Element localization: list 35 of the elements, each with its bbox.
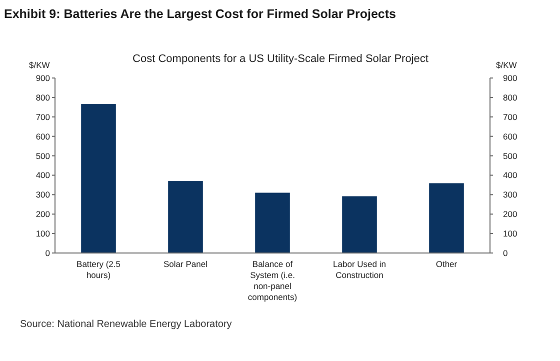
y-tick-label: 200: [36, 209, 50, 220]
chart-title: Exhibit 9: Batteries Are the Largest Cost for Firmed Solar Projects: [4, 7, 396, 21]
x-tick-label: Other: [436, 259, 458, 269]
y-axis-title: $/KW: [29, 60, 50, 70]
x-tick-label: Battery (2.5 hours): [76, 259, 121, 280]
source-note: Source: National Renewable Energy Laboratory: [20, 319, 232, 330]
chart-subtitle: Cost Components for a US Utility-Scale Firmed Solar Project: [132, 53, 428, 65]
y-tick-label: 400: [36, 170, 50, 180]
y2-tick-label: 200: [503, 209, 518, 220]
y2-tick-label: 700: [503, 112, 518, 122]
y2-tick-label: 300: [503, 190, 518, 200]
bar: [429, 183, 464, 253]
y2-axis-title: $/KW: [496, 60, 517, 70]
y-tick-label: 600: [36, 131, 50, 142]
y-tick-label: 0: [45, 248, 50, 258]
bar: [342, 196, 377, 253]
bar: [255, 192, 290, 253]
y2-tick-label: 800: [503, 92, 518, 102]
y2-tick-label: 100: [503, 228, 518, 239]
y2-tick-label: 900: [503, 72, 518, 83]
y2-tick-label: 600: [503, 131, 518, 142]
y2-tick-label: 500: [503, 150, 518, 161]
y2-tick-label: 400: [503, 170, 518, 180]
y-tick-label: 300: [36, 190, 50, 200]
y-tick-label: 800: [36, 92, 50, 102]
bar: [81, 104, 116, 253]
y2-tick-label: 0: [503, 248, 508, 258]
x-tick-label: Solar Panel: [164, 259, 208, 269]
y-tick-label: 900: [36, 72, 50, 83]
y-tick-label: 500: [36, 150, 50, 161]
y-tick-label: 700: [36, 112, 50, 122]
x-tick-label: Balance of System (i.e. non-panel components): [248, 259, 298, 302]
bar: [168, 181, 203, 253]
x-tick-label: Labor Used in Construction: [333, 259, 386, 280]
y-tick-label: 100: [36, 228, 50, 239]
